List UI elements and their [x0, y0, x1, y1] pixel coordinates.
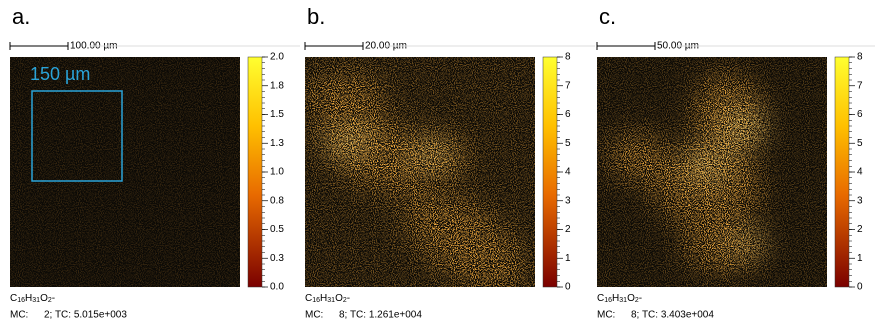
colorbar-tick-label: 5 — [565, 138, 571, 149]
formula-part: H — [25, 293, 32, 304]
colorbar-tick-label: 2 — [565, 224, 571, 235]
image-hotspot — [597, 57, 827, 287]
image-speckle — [10, 57, 240, 287]
formula-part: C — [10, 293, 17, 304]
formula-part: - — [639, 293, 642, 304]
colorbar-tick-label: 0 — [857, 282, 863, 293]
ion-image — [597, 57, 827, 287]
formula-part: 31 — [32, 297, 40, 304]
colorbar-tick-label: 8 — [857, 52, 863, 63]
formula-part: 31 — [619, 297, 627, 304]
mc-label: MC: — [10, 310, 28, 321]
formula-part: 16 — [312, 297, 320, 304]
colorbar — [542, 56, 558, 288]
colorbar-tick-label: 1.3 — [270, 138, 284, 149]
colorbar-tick-label: 7 — [857, 80, 863, 91]
colorbar-tick-label: 0 — [565, 282, 571, 293]
colorbar-tick-label: 1.8 — [270, 80, 284, 91]
panel-label: a. — [12, 4, 30, 29]
colorbar-tick-label: 0.5 — [270, 224, 284, 235]
image-hotspot — [305, 57, 535, 287]
panel-label: b. — [307, 4, 325, 29]
colorbar-tick-label: 5 — [857, 138, 863, 149]
formula-part: 2 — [635, 297, 639, 304]
region-label: 150 µm — [30, 64, 90, 84]
mc-label: MC: — [597, 310, 615, 321]
ion-image — [305, 57, 535, 287]
formula-part: 31 — [327, 297, 335, 304]
formula-part: O — [627, 293, 635, 304]
colorbar-tick-label: 3 — [857, 195, 863, 206]
colorbar-tick-label: 1.0 — [270, 167, 284, 178]
colorbar-tick-label: 0.0 — [270, 282, 284, 293]
formula-part: H — [612, 293, 619, 304]
colorbar-tick-label: 1 — [565, 253, 571, 264]
formula-part: H — [320, 293, 327, 304]
colorbar-tick-label: 1.5 — [270, 109, 284, 120]
formula-part: C — [305, 293, 312, 304]
colorbar-tick-label: 8 — [565, 52, 571, 63]
colorbar-tick-label: 0.3 — [270, 253, 284, 264]
colorbar-tick-label: 6 — [565, 109, 571, 120]
colorbar-tick-label: 3 — [565, 195, 571, 206]
colorbar — [247, 56, 263, 288]
colorbar-tick-label: 2.0 — [270, 52, 284, 63]
formula-part: 2 — [48, 297, 52, 304]
colorbar-tick-label: 0.8 — [270, 195, 284, 206]
region-box — [31, 90, 123, 182]
formula: C16H31O2- — [597, 293, 642, 304]
formula: C16H31O2- — [10, 293, 55, 304]
colorbar-tick-label: 1 — [857, 253, 863, 264]
formula-part: 16 — [604, 297, 612, 304]
mc-label: MC: — [305, 310, 323, 321]
mc-value: 2; TC: 5.015e+003 — [44, 310, 127, 321]
colorbar-tick-label: 6 — [857, 109, 863, 120]
formula-part: - — [52, 293, 55, 304]
ion-image — [10, 57, 240, 287]
formula-part: O — [40, 293, 48, 304]
formula-part: - — [347, 293, 350, 304]
mc-value: 8; TC: 1.261e+004 — [339, 310, 422, 321]
colorbar — [834, 56, 850, 288]
mc-value: 8; TC: 3.403e+004 — [631, 310, 714, 321]
formula-part: C — [597, 293, 604, 304]
formula-part: 16 — [17, 297, 25, 304]
panel-label: c. — [599, 4, 616, 29]
formula-part: 2 — [343, 297, 347, 304]
colorbar-tick-label: 4 — [565, 167, 571, 178]
formula-part: O — [335, 293, 343, 304]
colorbar-tick-label: 2 — [857, 224, 863, 235]
colorbar-tick-label: 4 — [857, 167, 863, 178]
formula: C16H31O2- — [305, 293, 350, 304]
colorbar-tick-label: 7 — [565, 80, 571, 91]
